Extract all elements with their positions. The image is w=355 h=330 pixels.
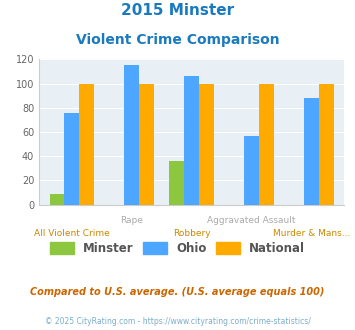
- Bar: [244, 136, 259, 205]
- Text: Rape: Rape: [120, 216, 143, 225]
- Bar: [139, 83, 154, 205]
- Legend: Minster, Ohio, National: Minster, Ohio, National: [45, 237, 310, 260]
- Text: Violent Crime Comparison: Violent Crime Comparison: [76, 33, 279, 47]
- Text: © 2025 CityRating.com - https://www.cityrating.com/crime-statistics/: © 2025 CityRating.com - https://www.city…: [45, 317, 310, 326]
- Text: Robbery: Robbery: [173, 229, 211, 238]
- Bar: [169, 161, 184, 205]
- Bar: [124, 65, 139, 205]
- Text: Murder & Mans...: Murder & Mans...: [273, 229, 350, 238]
- Bar: [80, 83, 94, 205]
- Bar: [304, 98, 319, 205]
- Bar: [184, 76, 199, 205]
- Text: 2015 Minster: 2015 Minster: [121, 3, 234, 18]
- Bar: [50, 194, 65, 205]
- Bar: [259, 83, 274, 205]
- Bar: [65, 113, 80, 205]
- Bar: [199, 83, 214, 205]
- Text: Compared to U.S. average. (U.S. average equals 100): Compared to U.S. average. (U.S. average …: [30, 287, 325, 297]
- Text: All Violent Crime: All Violent Crime: [34, 229, 110, 238]
- Bar: [319, 83, 334, 205]
- Text: Aggravated Assault: Aggravated Assault: [207, 216, 296, 225]
